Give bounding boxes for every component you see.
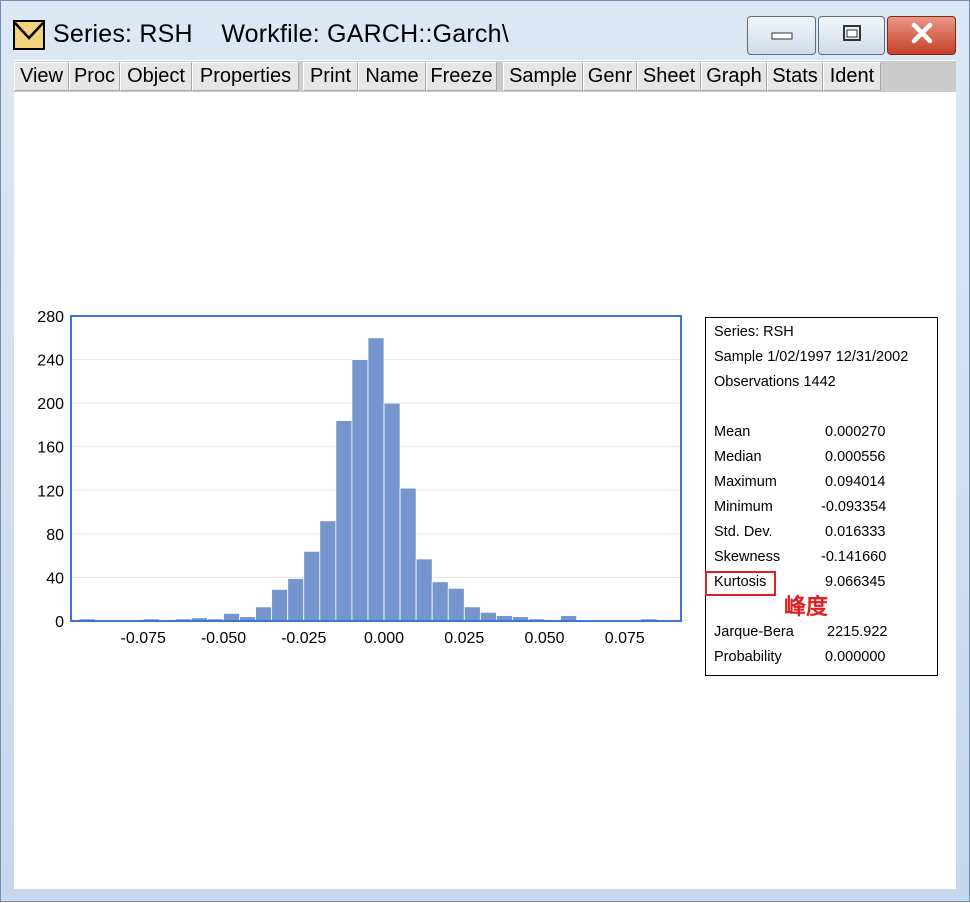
window-title: Series: RSH Workfile: GARCH::Garch\ [53,20,509,48]
x-tick-label: -0.075 [121,630,166,647]
y-tick-label: 120 [37,483,64,500]
close-icon [909,22,935,49]
histogram-bar [383,402,401,622]
stat-value-mean: 0.000270 [825,424,886,440]
menu-bar: View Proc Object Properties Print Name F… [14,60,956,93]
x-tick-label: 0.000 [364,630,404,647]
histogram-bar [319,520,337,622]
histogram-bar [399,487,417,622]
menu-print[interactable]: Print [303,62,358,91]
x-tick-label: -0.050 [201,630,246,647]
menu-properties[interactable]: Properties [192,62,299,91]
histogram-bar [223,612,240,622]
x-tick-label: 0.075 [605,630,645,647]
maximize-icon [842,24,862,47]
x-tick-label: 0.025 [444,630,484,647]
stat-label-kurtosis: Kurtosis [714,574,767,590]
x-tick-label: -0.025 [281,630,326,647]
histogram-bar [367,337,385,622]
menu-genr[interactable]: Genr [583,62,637,91]
y-tick-label: 160 [37,440,64,457]
histogram-bar [287,578,305,622]
menu-sheet[interactable]: Sheet [637,62,701,91]
y-tick-label: 280 [37,309,64,326]
menu-sample[interactable]: Sample [503,62,583,91]
stat-value-maximum: 0.094014 [825,474,886,490]
minimize-icon [771,27,793,45]
y-tick-label: 0 [55,614,64,631]
stats-observations: Observations 1442 [714,374,836,390]
stat-label-jarque-bera: Jarque-Bera [714,624,794,640]
stat-label-mean: Mean [714,424,751,440]
histogram-bar [447,587,465,622]
histogram-bar [335,420,353,622]
y-tick-label: 40 [46,570,64,587]
close-button[interactable] [887,16,956,55]
menu-name[interactable]: Name [358,62,426,91]
stat-value-probability: 0.000000 [825,649,886,665]
title-bar[interactable]: Series: RSH Workfile: GARCH::Garch\ [1,1,969,59]
menu-ident[interactable]: Ident [823,62,881,91]
stat-label-maximum: Maximum [714,474,777,490]
y-tick-label: 200 [37,396,64,413]
histogram-bar [463,606,481,622]
stat-label-median: Median [714,449,762,465]
stat-value-median: 0.000556 [825,449,886,465]
menu-freeze[interactable]: Freeze [426,62,497,91]
histogram-bar [271,589,289,622]
menu-object[interactable]: Object [120,62,192,91]
maximize-button[interactable] [818,16,885,55]
stat-value-kurtosis: 9.066345 [825,574,886,590]
histogram-bar [431,581,449,622]
y-tick-label: 240 [37,353,64,370]
y-tick-label: 80 [46,527,64,544]
kurtosis-highlight-box [705,571,776,596]
histogram-bar [479,611,497,622]
stat-value-jarque-bera: 2215.922 [827,624,888,640]
stat-label-minimum: Minimum [714,499,773,515]
histogram-bar [415,558,433,622]
menu-proc[interactable]: Proc [69,62,120,91]
x-tick-label: 0.050 [525,630,565,647]
stats-table: Series: RSH Sample 1/02/1997 12/31/2002 … [705,317,938,676]
stat-value-skewness: -0.141660 [821,549,887,565]
kurtosis-annotation: 峰度 [784,595,829,620]
stats-series: Series: RSH [714,324,794,340]
menu-graph[interactable]: Graph [701,62,767,91]
histogram-bar [351,359,369,622]
stat-label-skewness: Skewness [714,549,781,565]
stat-label-probability: Probability [714,649,782,665]
plot-frame [70,315,682,622]
stat-label-std-dev: Std. Dev. [714,524,773,540]
histogram-bar [303,550,321,622]
envelope-icon [13,20,45,50]
stat-value-std-dev: 0.016333 [825,524,886,540]
stats-sample: Sample 1/02/1997 12/31/2002 [714,349,909,365]
minimize-button[interactable] [747,16,816,55]
menu-view[interactable]: View [14,62,69,91]
menu-stats[interactable]: Stats [767,62,823,91]
histogram-bar [255,606,273,622]
stat-value-minimum: -0.093354 [821,499,887,515]
